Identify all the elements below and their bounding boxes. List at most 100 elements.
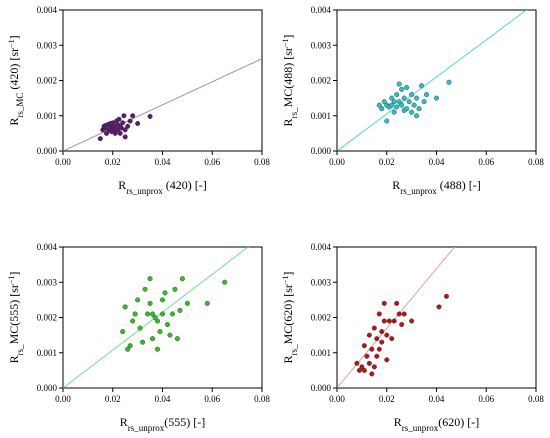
y-tick-label: 0.000 [311,146,332,156]
y-tick-label: 0.002 [311,76,331,86]
y-tick-label: 0.000 [37,146,58,156]
data-point [222,279,228,285]
plot-frame [336,9,537,152]
y-tick-label: 0.001 [311,348,331,358]
x-tick-label: 0.08 [528,157,544,167]
data-point [366,332,372,338]
data-point [167,332,173,338]
data-point [379,329,385,335]
data-point [117,130,123,136]
scatter-panel-3: 0.00 0.02 0.04 0.06 0.08 0.000 0.001 0.002 0.003… [7,242,271,433]
data-point [409,92,415,98]
data-point [409,318,415,324]
data-point [399,102,405,108]
data-point [416,106,422,112]
data-point [164,322,170,328]
data-point [102,123,108,129]
data-point [389,102,395,108]
data-point [396,99,402,105]
x-tick-label: 0.02 [379,394,395,404]
y-tick-label: 0.004 [311,242,332,252]
data-point [414,113,420,119]
data-point [356,367,362,373]
data-point [399,86,405,92]
data-point [389,336,395,342]
y-tick-label: 0.000 [37,383,58,393]
fit-line [63,58,262,151]
data-point [120,329,126,335]
data-point [159,311,165,317]
data-point [122,127,128,133]
x-tick-label: 0.02 [105,157,121,167]
x-axis-label: Rrs_unprox(555) [-] [120,415,206,433]
x-tick-label: 0.00 [55,394,71,404]
data-point [389,95,395,101]
data-point [130,113,136,119]
y-axis-label: Rrs_MC (420) [sr−1] [7,35,26,125]
data-point [394,300,400,306]
data-point [364,353,370,359]
plot-frame [62,246,263,389]
x-tick-label: 0.04 [155,394,171,404]
data-point [107,121,113,127]
data-point [184,300,190,306]
data-point [155,318,161,324]
data-point [147,276,153,282]
y-tick-label: 0.002 [311,313,331,323]
data-point [142,286,148,292]
data-point [391,109,397,115]
data-point [369,371,375,377]
x-tick-label: 0.04 [429,394,445,404]
data-point [147,300,153,306]
data-point [434,95,440,101]
y-tick-label: 0.000 [311,383,332,393]
data-point [130,318,136,324]
data-point [396,311,402,317]
data-point [361,343,367,349]
data-point [204,300,210,306]
data-point [159,297,165,303]
data-point [414,95,420,101]
y-tick-label: 0.003 [311,40,332,50]
data-point [145,311,151,317]
data-point [369,346,375,352]
data-point [162,290,168,296]
data-point [122,134,128,140]
data-point [371,364,377,370]
data-point [125,346,131,352]
data-point [404,85,410,91]
y-tick-label: 0.001 [37,348,57,358]
y-tick-label: 0.004 [37,242,58,252]
data-point [150,311,156,317]
data-point [374,336,380,342]
data-point [120,120,126,126]
data-point [443,293,449,299]
x-axis-label: Rrs_unprox (488) [-] [392,178,481,196]
scatter-panel-1: 0.00 0.02 0.04 0.06 0.08 0.000 0.001 0.002 0.003… [7,5,271,196]
y-axis-label: Rrs_MC(555) [sr−1] [7,272,26,364]
data-point [354,360,360,366]
x-tick-label: 0.08 [528,394,544,404]
scatter-panel-2: 0.00 0.02 0.04 0.06 0.08 0.000 0.001 0.002 0.003… [281,5,545,196]
x-tick-label: 0.02 [379,157,395,167]
data-point [137,325,143,331]
x-tick-label: 0.04 [155,157,171,167]
data-point [97,136,103,142]
x-tick-label: 0.04 [429,157,445,167]
data-point [401,95,407,101]
data-point [147,113,153,119]
data-point [384,118,390,124]
data-point [135,297,141,303]
data-point [384,332,390,338]
data-point [401,311,407,317]
data-point [179,276,185,282]
data-point [404,106,410,112]
x-tick-label: 0.02 [105,394,121,404]
data-point [177,307,183,313]
data-point [155,346,161,352]
y-tick-label: 0.003 [311,277,332,287]
data-point [359,364,365,370]
data-point [104,130,110,136]
